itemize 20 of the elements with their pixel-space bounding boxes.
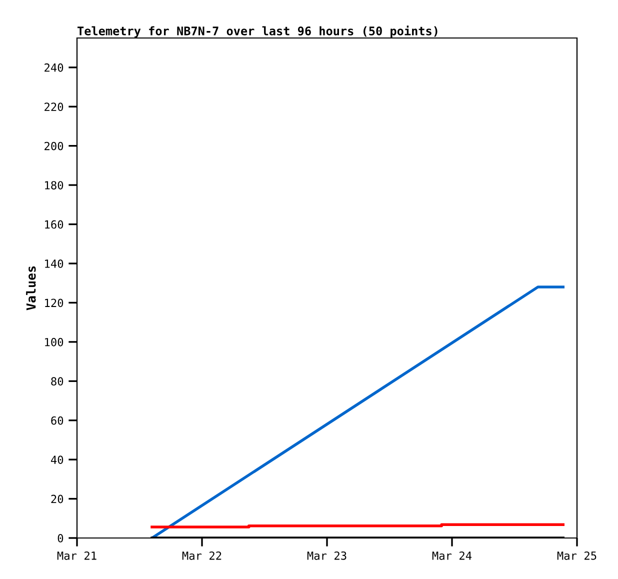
x-tick-label: Mar 22 — [182, 551, 222, 560]
y-tick-label: 140 — [45, 259, 64, 268]
x-tick-label: Mar 23 — [307, 551, 346, 560]
y-axis-title: Values — [26, 266, 36, 310]
y-tick-label: 80 — [51, 377, 64, 386]
x-tick-label: Mar 25 — [557, 551, 596, 560]
y-tick-label: 40 — [50, 456, 64, 464]
y-tick-label: 160 — [45, 220, 64, 229]
x-tick-label: Mar 21 — [57, 551, 96, 560]
y-tick-label: 100 — [45, 338, 64, 346]
y-tick-label: 20 — [51, 494, 64, 504]
y-tick-label: 180 — [45, 181, 64, 190]
chart-title: Telemetry for NB7N-7 over last 96 hours (50 points) — [78, 26, 438, 38]
y-tick-label: 220 — [44, 102, 64, 112]
x-tick-label: Mar 24 — [432, 551, 472, 560]
y-tick-label: 60 — [51, 416, 64, 425]
y-tick-label: 120 — [45, 298, 64, 308]
y-tick-label: 200 — [44, 142, 64, 150]
y-tick-label: 240 — [44, 63, 64, 72]
y-tick-label: 0 — [58, 534, 64, 542]
